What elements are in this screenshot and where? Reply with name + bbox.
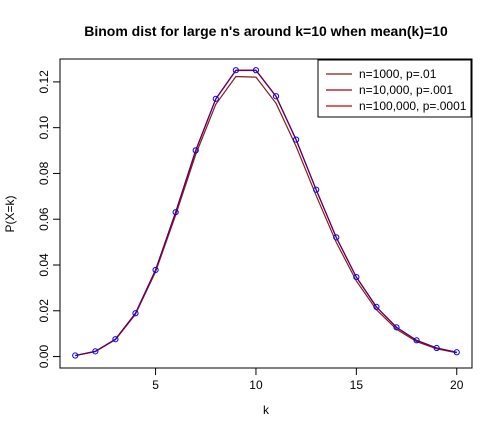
data-point [112,336,119,343]
data-point [92,348,99,355]
data-point [212,95,219,102]
data-point [72,352,79,359]
data-point [413,337,420,344]
data-point [192,147,199,154]
data-point [293,136,300,143]
y-tick-label: 0.06 [37,207,51,231]
data-point [353,273,360,281]
y-axis-label: P(X=k) [3,195,17,232]
data-point [172,209,179,216]
data-point [453,349,460,356]
legend-box [317,59,472,118]
axes: 5 10 15 20 0.00 0.02 0.04 0.06 0.08 0.10 0.12 [37,70,464,392]
data-point [252,67,260,74]
points-connector-line [75,69,457,357]
y-tick-label: 0.10 [37,116,51,140]
data-point [132,310,139,317]
series-lines [75,69,457,357]
x-tick-label: 10 [249,378,263,392]
y-tick-label: 0.08 [37,161,51,185]
y-tick-label: 0.12 [37,70,51,94]
data-points [72,67,460,359]
legend-label-3: n=100,000, p=.0001 [359,99,467,113]
x-tick-label: 20 [450,378,464,392]
x-axis-label: k [263,403,270,417]
data-point [313,186,320,193]
legend: n=1000, p=.01 n=10,000, p=.001 n=100,000, … [317,59,472,118]
chart-title: Binom dist for large n's around k=10 whe… [84,23,448,39]
x-tick-label: 5 [152,378,159,392]
data-point [232,67,239,74]
y-tick-label: 0.00 [37,345,51,369]
legend-label-1: n=1000, p=.01 [359,67,437,81]
data-point [393,324,400,331]
data-point [152,266,159,274]
y-tick-label: 0.02 [37,299,51,323]
data-point [373,303,380,310]
legend-label-2: n=10,000, p=.001 [359,83,453,97]
x-tick-label: 15 [350,378,364,392]
data-point [272,93,280,100]
data-point [433,344,440,352]
data-point [333,234,340,241]
y-tick-label: 0.04 [37,253,51,277]
